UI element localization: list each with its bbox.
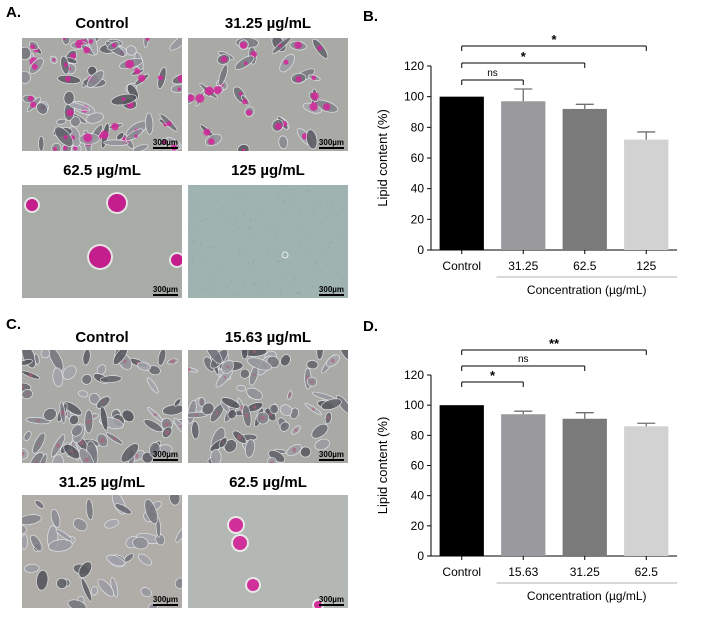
image-label-a2: 31.25 µg/mL xyxy=(224,15,312,32)
bar xyxy=(501,414,546,556)
micrograph-c1: 300µm xyxy=(22,350,182,463)
y-axis: 0 20 40 60 80 100 120 xyxy=(404,59,432,257)
significance-bracket: * xyxy=(461,368,524,387)
panel-letter-b: B. xyxy=(363,8,378,25)
y-axis: 0 20 40 60 80 100 120 xyxy=(404,368,432,563)
error-bar xyxy=(575,103,594,109)
y-tick-label: 40 xyxy=(411,182,425,196)
micrograph-a3: 300µm xyxy=(22,185,182,298)
micrograph-c3: 300µm xyxy=(22,495,182,608)
micrograph-texture xyxy=(22,38,182,151)
error-bar xyxy=(514,88,533,102)
bar-chart-d: 0 20 40 60 80 100 120 Lipid content (%) Control 1… xyxy=(375,336,677,603)
micrograph-texture xyxy=(22,185,182,298)
significance-bracket: * xyxy=(461,32,647,51)
y-tick-label: 40 xyxy=(411,489,425,503)
bar xyxy=(624,139,669,250)
y-tick-label: 100 xyxy=(404,90,424,104)
bar xyxy=(501,101,546,251)
error-bar xyxy=(637,422,656,427)
x-axis-label: Concentration (µg/mL) xyxy=(527,283,647,297)
bar xyxy=(439,96,484,251)
x-tick-label: 31.25 xyxy=(508,259,538,273)
y-tick-label: 100 xyxy=(404,398,424,412)
y-axis-label: Lipid content (%) xyxy=(375,109,390,207)
x-axis-label: Concentration (µg/mL) xyxy=(527,589,647,603)
error-bar xyxy=(637,131,656,140)
scale-bar: 300µm xyxy=(152,138,178,147)
significance-label: ns xyxy=(518,354,529,365)
scale-bar: 300µm xyxy=(318,595,344,604)
y-tick-label: 80 xyxy=(411,120,425,134)
significance-bracket: ** xyxy=(461,336,647,355)
significance-label: ns xyxy=(487,68,498,79)
bar xyxy=(562,108,607,250)
y-tick-label: 80 xyxy=(411,428,425,442)
significance-label: * xyxy=(521,49,527,64)
scale-bar: 300µm xyxy=(152,285,178,294)
micrograph-texture xyxy=(188,38,348,151)
micrograph-a2: 300µm xyxy=(188,38,348,151)
bar xyxy=(562,418,607,556)
x-tick-label: 31.25 xyxy=(570,565,600,579)
error-bar xyxy=(575,412,594,419)
significance-bracket: ns xyxy=(461,354,586,371)
image-label-a3: 62.5 µg/mL xyxy=(63,162,141,179)
micrograph-texture xyxy=(188,185,348,298)
image-label-c3: 31.25 µg/mL xyxy=(58,474,146,491)
scale-bar: 300µm xyxy=(318,138,344,147)
significance-bracket: * xyxy=(461,49,586,68)
x-tick-label: 125 xyxy=(636,259,656,273)
y-tick-label: 60 xyxy=(411,151,425,165)
x-tick-label: 62.5 xyxy=(635,565,659,579)
micrograph-texture xyxy=(188,495,348,608)
micrograph-c4: 300µm xyxy=(188,495,348,608)
bar xyxy=(624,426,669,556)
y-tick-label: 120 xyxy=(404,368,424,382)
bar-chart-b: 0 20 40 60 80 100 120 Lipid content (%) Control 3… xyxy=(375,32,677,297)
x-tick-label: Control xyxy=(442,565,481,579)
significance-bracket: ns xyxy=(461,68,524,85)
y-tick-label: 20 xyxy=(411,519,425,533)
micrograph-texture xyxy=(22,350,182,463)
panel-letter-c: C. xyxy=(6,316,21,333)
y-tick-label: 0 xyxy=(417,549,424,563)
micrograph-texture xyxy=(22,495,182,608)
micrograph-texture xyxy=(188,350,348,463)
image-label-c2: 15.63 µg/mL xyxy=(224,329,312,346)
y-tick-label: 120 xyxy=(404,59,424,73)
scale-bar: 300µm xyxy=(318,285,344,294)
y-tick-label: 0 xyxy=(417,243,424,257)
x-tick-label: 62.5 xyxy=(573,259,597,273)
panel-letter-d: D. xyxy=(363,318,378,335)
x-tick-label: Control xyxy=(442,259,481,273)
micrograph-a4: 300µm xyxy=(188,185,348,298)
micrograph-a1: 300µm xyxy=(22,38,182,151)
scale-bar: 300µm xyxy=(152,595,178,604)
image-label-c4: 62.5 µg/mL xyxy=(229,474,307,491)
significance-label: * xyxy=(551,32,557,47)
image-label-a4: 125 µg/mL xyxy=(231,162,305,179)
y-tick-label: 60 xyxy=(411,459,425,473)
bar xyxy=(439,405,484,556)
y-axis-label: Lipid content (%) xyxy=(375,417,390,515)
image-label-a1: Control xyxy=(75,15,129,32)
significance-label: ** xyxy=(549,336,560,351)
y-tick-label: 20 xyxy=(411,212,425,226)
x-tick-label: 15.63 xyxy=(508,565,538,579)
scale-bar: 300µm xyxy=(318,450,344,459)
error-bar xyxy=(514,410,533,415)
scale-bar: 300µm xyxy=(152,450,178,459)
micrograph-c2: 300µm xyxy=(188,350,348,463)
panel-letter-a: A. xyxy=(6,4,21,21)
significance-label: * xyxy=(490,368,496,383)
image-label-c1: Control xyxy=(75,329,129,346)
